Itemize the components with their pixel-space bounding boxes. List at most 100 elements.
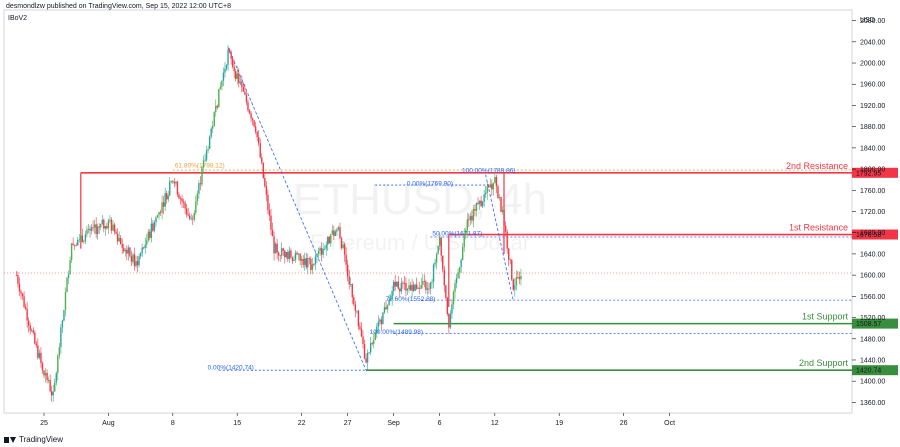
candle-body bbox=[403, 282, 406, 284]
candle-body bbox=[386, 305, 389, 310]
candle-body bbox=[267, 194, 269, 210]
candle-body bbox=[121, 244, 123, 248]
candle-body bbox=[481, 201, 484, 207]
candle-body bbox=[343, 244, 346, 255]
candle-body bbox=[492, 182, 495, 190]
candle-body bbox=[139, 253, 142, 257]
price-tick-label: 1960.00 bbox=[860, 82, 885, 89]
candle-body bbox=[420, 285, 422, 289]
candle-body bbox=[29, 325, 31, 331]
candle-body bbox=[72, 243, 74, 245]
candle-body bbox=[55, 373, 57, 383]
candle-body bbox=[247, 102, 249, 111]
candle-body bbox=[238, 73, 240, 84]
candle-body bbox=[351, 284, 353, 298]
candle-body bbox=[408, 285, 410, 290]
time-tick-label: 25 bbox=[40, 420, 48, 427]
candle-body bbox=[116, 233, 119, 242]
tradingview-logo-icon bbox=[4, 436, 16, 444]
candle-body bbox=[110, 219, 113, 231]
level-name: 2nd Support bbox=[799, 358, 849, 368]
candle-body bbox=[359, 326, 361, 330]
candle-body bbox=[451, 304, 453, 314]
candle-body bbox=[95, 224, 97, 235]
candle-body bbox=[374, 332, 376, 341]
time-tick-label: 27 bbox=[344, 420, 352, 427]
candle-body bbox=[115, 231, 117, 234]
candle-body bbox=[432, 264, 435, 282]
chart-watermark: ETHUSD, 4h Ethereum / U.S. Dollar bbox=[293, 175, 547, 255]
candle-body bbox=[167, 195, 169, 200]
candle-body bbox=[75, 245, 77, 247]
candle-body bbox=[503, 209, 505, 226]
fib-level-label: 61.80%(1798.12) bbox=[175, 162, 225, 169]
candle-body bbox=[169, 181, 171, 196]
candle-body bbox=[199, 183, 202, 185]
candle-body bbox=[392, 281, 395, 292]
candle-body bbox=[365, 358, 367, 363]
candle-body bbox=[176, 181, 179, 195]
candle-body bbox=[81, 235, 84, 243]
candle-body bbox=[273, 236, 275, 254]
candle-body bbox=[130, 256, 133, 262]
candlestick-series bbox=[15, 45, 522, 402]
candle-body bbox=[265, 186, 268, 195]
candle-body bbox=[442, 255, 444, 270]
candle-body bbox=[89, 228, 91, 231]
price-tick-label: 1880.00 bbox=[860, 124, 885, 131]
candle-body bbox=[512, 279, 514, 290]
candle-body bbox=[320, 248, 323, 255]
candle-body bbox=[302, 258, 304, 265]
candle-body bbox=[221, 80, 223, 87]
candle-body bbox=[356, 310, 358, 312]
level-name: 2nd Resistance bbox=[786, 161, 848, 171]
candle-body bbox=[385, 307, 387, 310]
candle-body bbox=[103, 219, 105, 229]
candle-body bbox=[271, 229, 274, 237]
candle-body bbox=[70, 243, 73, 261]
candle-body bbox=[279, 255, 281, 257]
fib-level-label: 78.60%(1552.88) bbox=[386, 296, 436, 303]
support-resistance-levels: 2nd Resistance 1792.95 1st Resistance 1676.… bbox=[4, 161, 898, 376]
candle-body bbox=[472, 209, 475, 221]
candle-body bbox=[156, 215, 159, 218]
candle-body bbox=[327, 236, 329, 245]
candle-body bbox=[230, 52, 232, 59]
candle-body bbox=[27, 320, 30, 326]
candle-body bbox=[198, 183, 200, 194]
time-tick-label: 15 bbox=[233, 420, 241, 427]
candle-body bbox=[426, 288, 429, 290]
candle-body bbox=[83, 241, 85, 243]
level-price-tag bbox=[852, 318, 898, 329]
candle-body bbox=[17, 275, 19, 284]
candle-body bbox=[64, 292, 67, 311]
candle-body bbox=[31, 330, 33, 332]
candle-body bbox=[399, 288, 401, 292]
candle-body bbox=[291, 257, 294, 262]
fib-level-label: 100.00%(1489.98) bbox=[370, 329, 424, 336]
candle-body bbox=[196, 193, 199, 202]
candle-body bbox=[310, 258, 312, 270]
candle-body bbox=[443, 269, 445, 286]
candle-body bbox=[520, 275, 522, 280]
candle-body bbox=[431, 281, 433, 283]
candle-body bbox=[231, 58, 234, 67]
candle-body bbox=[127, 247, 130, 254]
candle-body bbox=[500, 197, 502, 212]
candle-body bbox=[305, 258, 307, 268]
candle-body bbox=[113, 224, 116, 232]
candle-body bbox=[477, 202, 479, 204]
candle-body bbox=[366, 352, 369, 363]
price-tick-label: 1840.00 bbox=[860, 145, 885, 152]
candle-body bbox=[466, 219, 468, 231]
candle-body bbox=[373, 340, 375, 344]
level-price-label: 1676.58 bbox=[856, 232, 881, 239]
candle-body bbox=[294, 252, 297, 260]
candle-body bbox=[369, 343, 372, 353]
candle-body bbox=[389, 299, 392, 300]
candle-body bbox=[208, 136, 211, 149]
candle-body bbox=[376, 326, 378, 333]
candle-body bbox=[23, 296, 25, 307]
candle-body bbox=[170, 180, 172, 182]
